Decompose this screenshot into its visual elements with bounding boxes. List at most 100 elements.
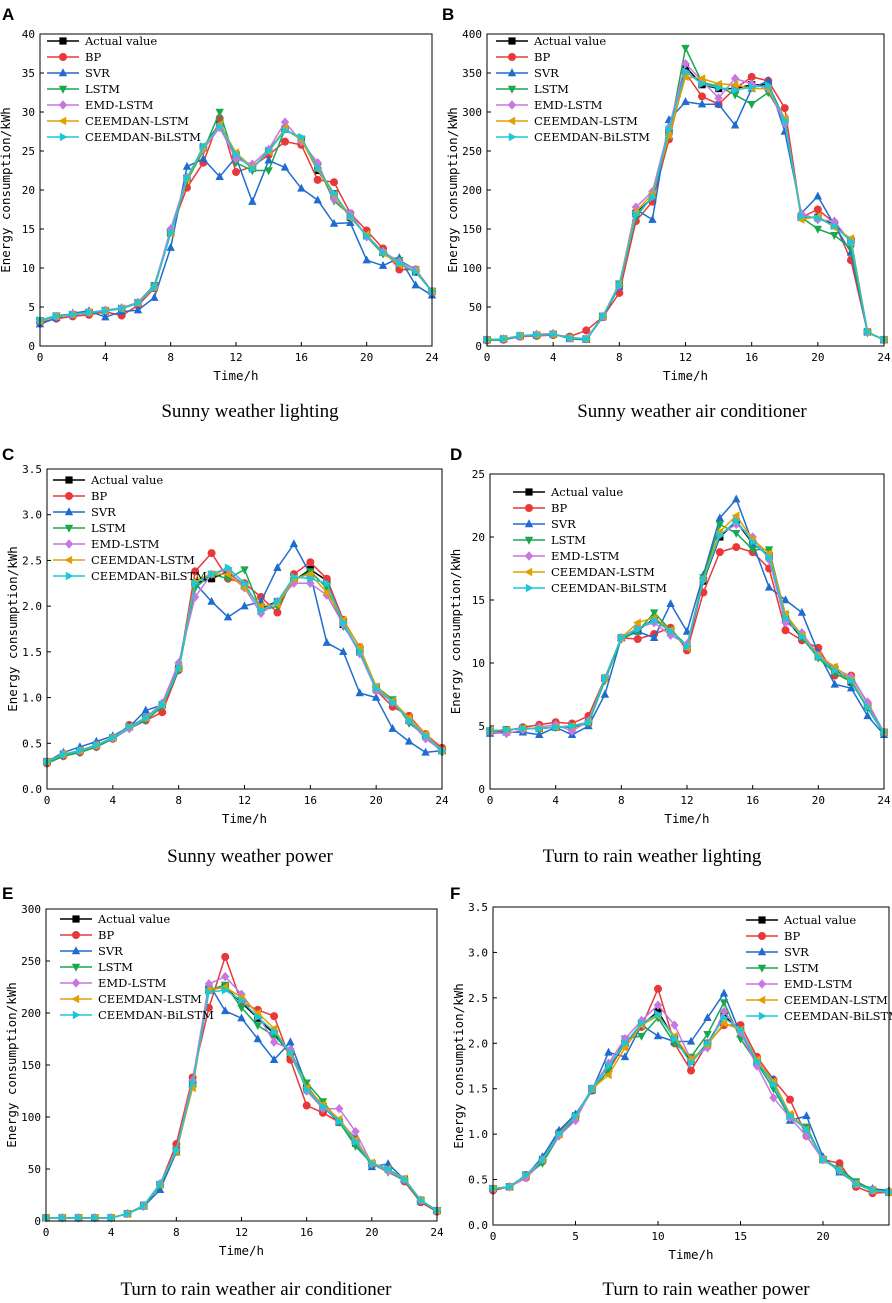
data-point — [503, 725, 512, 734]
data-point — [583, 334, 591, 344]
plot-frame — [39, 33, 433, 347]
data-point — [109, 733, 118, 742]
data-point — [703, 1031, 712, 1039]
y-axis-label: Energy consumption/kWh — [451, 983, 466, 1149]
data-point — [781, 595, 790, 604]
y-tick-label: 20 — [22, 184, 35, 197]
data-point — [290, 572, 299, 582]
data-point — [166, 243, 175, 251]
data-point — [632, 210, 641, 220]
legend-label: SVR — [91, 505, 116, 519]
y-tick-label: 1.5 — [22, 646, 42, 659]
data-point — [737, 1025, 746, 1034]
data-point — [864, 702, 873, 712]
series-line-ceemdan-bilstm — [46, 566, 443, 763]
data-point — [384, 1164, 393, 1174]
data-point — [782, 613, 791, 622]
data-point — [133, 305, 143, 314]
x-tick-label: 8 — [616, 351, 623, 364]
legend-label: SVR — [85, 66, 110, 80]
data-point — [368, 1159, 377, 1168]
data-point — [238, 996, 247, 1005]
data-point — [714, 93, 723, 103]
data-point — [603, 1070, 612, 1080]
data-point — [732, 494, 741, 503]
x-tick-label: 8 — [173, 1226, 180, 1239]
data-point — [421, 747, 430, 756]
series-line-svr — [39, 156, 433, 325]
data-point — [748, 82, 757, 92]
data-point — [274, 597, 283, 606]
data-point — [336, 1116, 344, 1126]
chart-caption: Turn to rain weather air conditioner — [120, 1279, 392, 1300]
panel-letter: E — [2, 884, 13, 903]
y-tick-label: 100 — [21, 1111, 41, 1124]
x-axis-label: Time/h — [213, 368, 258, 383]
data-point — [681, 44, 690, 53]
data-point — [221, 1006, 230, 1015]
data-point — [335, 1103, 344, 1114]
data-point — [322, 638, 331, 646]
panel-letter: A — [2, 5, 14, 24]
data-point — [156, 1180, 165, 1189]
y-tick-label: 10 — [22, 262, 35, 275]
legend-marker — [757, 979, 767, 989]
data-point — [417, 1196, 426, 1205]
data-point — [232, 149, 241, 159]
data-point — [421, 734, 430, 744]
data-point — [93, 740, 102, 750]
x-tick-label: 20 — [811, 351, 824, 364]
data-point — [207, 549, 216, 558]
data-point — [500, 334, 509, 344]
data-point — [715, 83, 724, 93]
legend-label: BP — [85, 50, 101, 64]
x-tick-label: 4 — [550, 351, 557, 364]
data-point — [830, 232, 839, 240]
legend-marker — [508, 53, 516, 61]
data-point — [852, 1179, 861, 1189]
data-point — [75, 1213, 84, 1223]
data-point — [633, 635, 642, 644]
data-point — [281, 137, 289, 146]
data-point — [549, 330, 558, 339]
data-point — [191, 579, 200, 588]
data-point — [667, 627, 676, 636]
x-tick-label: 12 — [229, 351, 242, 364]
data-point — [200, 142, 209, 151]
x-axis-label: Time/h — [222, 811, 267, 826]
plot-frame — [492, 906, 890, 1226]
y-tick-label: 100 — [462, 262, 482, 275]
legend: Actual value BP SVR LSTM EMD-LSTM CEEMDAN-LST… — [60, 912, 214, 1022]
x-tick-label: 12 — [235, 1226, 248, 1239]
legend-marker — [524, 519, 534, 528]
data-point — [91, 1213, 100, 1223]
legend: Actual value BP SVR LSTM EMD-LSTM CEEMDAN-LST… — [53, 473, 207, 583]
data-point — [270, 1012, 279, 1021]
y-tick-label: 250 — [462, 145, 482, 158]
data-point — [535, 730, 544, 739]
data-point — [502, 728, 511, 739]
series-line-svr — [489, 498, 885, 736]
series-line-bp — [39, 117, 433, 324]
legend-marker — [757, 995, 766, 1005]
legend-label: EMD-LSTM — [91, 537, 160, 551]
x-tick-label: 24 — [425, 351, 439, 364]
legend-marker — [64, 555, 73, 565]
data-point — [224, 563, 233, 572]
data-point — [666, 630, 675, 640]
y-tick-label: 200 — [462, 184, 482, 197]
data-point — [831, 666, 840, 675]
data-point — [880, 335, 889, 344]
data-point — [753, 1057, 762, 1066]
data-point — [173, 1146, 182, 1155]
x-tick-label: 8 — [167, 351, 174, 364]
chart-caption: Turn to rain weather lighting — [543, 846, 762, 867]
data-point — [182, 161, 192, 170]
data-point — [730, 120, 740, 129]
chart-caption: Sunny weather air conditioner — [577, 401, 807, 422]
data-point — [813, 205, 822, 214]
series-line-actual-value — [46, 568, 443, 763]
x-tick-label: 16 — [300, 1226, 313, 1239]
data-point — [76, 746, 85, 755]
data-point — [618, 633, 627, 642]
